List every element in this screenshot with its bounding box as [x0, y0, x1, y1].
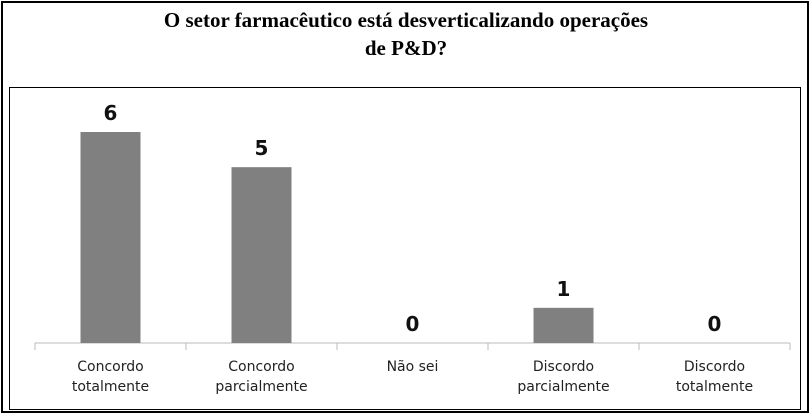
value-label: 0 [708, 312, 722, 336]
bar [533, 307, 594, 343]
chart-title: O setor farmacêutico está desverticaliza… [163, 8, 649, 60]
value-label: 5 [255, 136, 269, 160]
bar [231, 167, 292, 343]
x-tick-label: Concordo totalmente [71, 359, 150, 395]
x-tick-label: Discordo totalmente [675, 359, 754, 395]
x-tick-label: Discordo parcialmente [517, 359, 610, 395]
plot-box [9, 87, 801, 410]
x-tick-label: Concordo parcialmente [215, 359, 308, 395]
value-label: 6 [104, 101, 118, 125]
value-label: 1 [557, 277, 571, 301]
x-tick-label: Não sei [386, 359, 439, 375]
bar [80, 132, 141, 343]
value-label: 0 [406, 312, 420, 336]
